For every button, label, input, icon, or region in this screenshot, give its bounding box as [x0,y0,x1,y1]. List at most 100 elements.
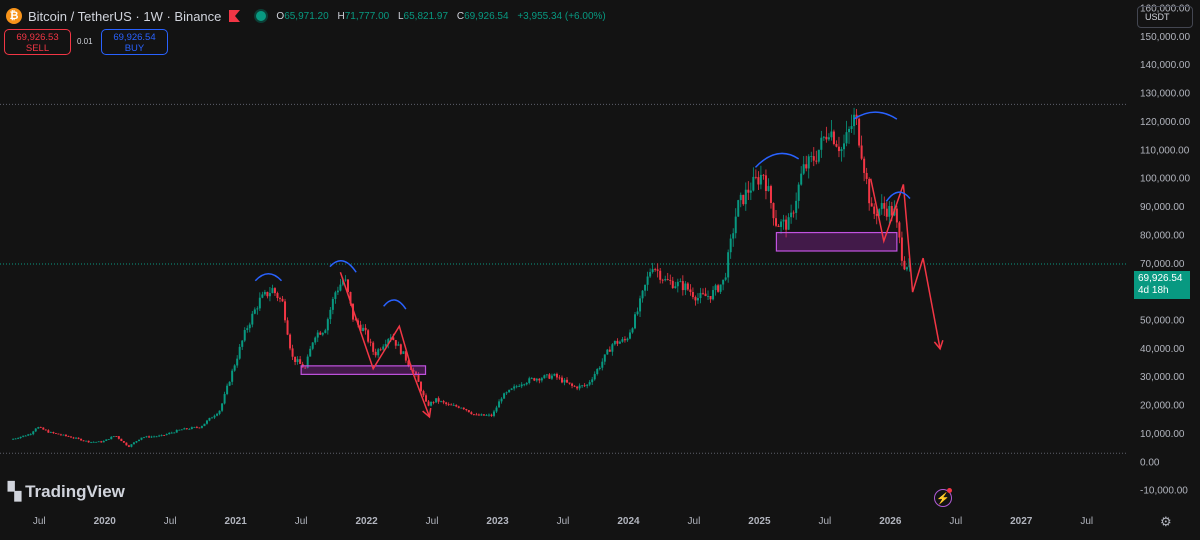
candle-body [707,296,710,297]
candle-body [701,292,704,294]
candle-body [14,438,17,440]
candle-body [503,393,506,399]
candle-body [848,129,851,133]
current-price-tag: 69,926.54 4d 18h [1134,271,1190,299]
buy-price: 69,926.54 [113,32,156,43]
candle-body [306,356,309,368]
candle-body [545,374,548,376]
candle-body [452,405,455,406]
candle-body [193,427,196,428]
sell-label: SELL [25,43,50,54]
candle-body [825,136,828,140]
y-tick-label: 150,000.00 [1140,32,1190,43]
candle-body [311,342,314,349]
candle-body [115,436,118,437]
candle-body [800,173,803,185]
symbol-title[interactable]: Bitcoin / TetherUS · 1W · Binance [28,8,222,24]
candle-body [822,136,825,138]
candle-body [258,297,261,309]
candle-body [689,289,692,293]
sell-button[interactable]: 69,926.53 SELL [4,29,71,55]
candle-body [59,434,62,436]
flag-icon[interactable] [229,10,241,22]
candle-body [447,404,450,405]
candle-body [860,145,863,159]
top-arc [754,152,800,168]
candle-body [560,377,563,383]
candle-body [724,277,727,280]
candle-body [271,288,274,294]
candle-body [777,225,780,227]
y-tick-label: 130,000.00 [1140,89,1190,100]
candle-body [563,379,566,383]
candle-body [75,437,78,439]
candle-body [634,314,637,329]
candle-body [291,348,294,357]
candle-body [241,340,244,347]
gear-icon[interactable]: ⚙ [1160,514,1172,529]
candle-body [145,436,148,438]
candle-body [200,426,203,428]
candle-body [440,401,443,402]
candle-body [669,279,672,281]
candle-body [865,172,868,179]
candle-body [387,339,390,345]
y-tick-label: 100,000.00 [1140,174,1190,185]
candle-body [810,156,813,157]
candle-body [666,279,669,280]
x-tick-label: 2021 [225,516,248,527]
candle-body [540,378,543,381]
candle-body [772,202,775,219]
candle-body [85,440,88,442]
current-price-value: 69,926.54 [1138,273,1183,284]
candle-body [840,149,843,152]
candle-body [82,440,85,442]
candle-body [95,441,98,443]
candle-body [168,432,171,435]
y-tick-label: 50,000.00 [1140,315,1185,326]
x-tick-label: Jul [426,516,439,527]
candle-body [412,369,415,372]
candle-body [24,435,27,437]
candle-body [626,338,629,341]
candle-body [37,427,40,429]
candle-body [850,126,853,130]
top-arcs [254,111,911,310]
candle-body [671,280,674,289]
candle-body [17,438,20,439]
candle-body [764,175,767,192]
x-tick-label: 2024 [617,516,640,527]
candle-body [878,209,881,216]
candle-body [525,382,528,385]
candle-body [430,401,433,406]
candle-body [362,327,365,331]
y-tick-label: -10,000.00 [1140,486,1188,497]
tradingview-logo[interactable]: ▚ TradingView [8,482,125,502]
dotted-levels [0,103,1126,454]
candle-body [289,334,292,349]
lightning-icon[interactable]: ⚡ [934,489,952,507]
candle-body [173,432,176,434]
candle-body [659,270,662,280]
candle-body [649,272,652,277]
candle-body [72,437,75,439]
candle-body [216,413,219,416]
candle-body [175,430,178,433]
candle-body [422,391,425,396]
candle-body [402,351,405,354]
symbol-header[interactable]: ₿ Bitcoin / TetherUS · 1W · Binance O65,… [6,6,612,26]
candle-body [490,414,493,416]
candle-body [92,441,95,443]
currency-button[interactable]: USDT [1137,6,1193,28]
candle-body [875,213,878,216]
candle-body [749,190,752,193]
candle-body [664,279,667,281]
buy-button[interactable]: 69,926.54 BUY [101,29,168,55]
candle-body [425,395,428,402]
candle-body [117,436,120,439]
candle-body [299,359,302,364]
bar-countdown: 4d 18h [1138,285,1169,296]
candle-body [435,398,438,403]
candle-body [150,436,153,438]
